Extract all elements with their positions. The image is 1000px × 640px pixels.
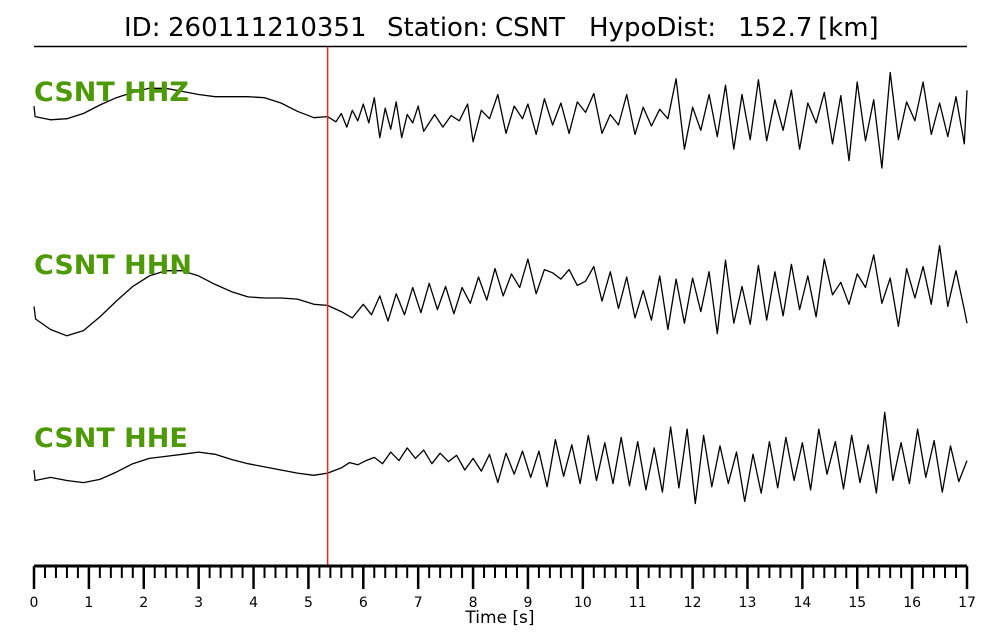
x-tick-label: 0 (30, 595, 39, 611)
x-tick-label: 8 (469, 595, 478, 611)
x-tick-label: 15 (848, 595, 866, 611)
x-tick-label: 7 (414, 595, 423, 611)
x-tick-label: 14 (793, 595, 811, 611)
x-tick-label: 10 (574, 595, 592, 611)
x-tick-label: 3 (194, 595, 203, 611)
waveform-trace-3 (33, 411, 968, 505)
x-tick-label: 5 (304, 595, 313, 611)
x-tick-label: 12 (684, 595, 702, 611)
x-tick-label: 17 (958, 595, 976, 611)
trace-layer (33, 71, 968, 505)
x-tick-label: 11 (629, 595, 647, 611)
title-hypodist-label: HypoDist: (589, 13, 716, 43)
title-hypodist-unit: [km] (818, 13, 879, 43)
channel-label-3: CSNT HHE (34, 423, 188, 454)
title-station-label: Station: (387, 13, 488, 43)
x-tick-label: 16 (903, 595, 921, 611)
title-id-label: ID: (124, 13, 160, 43)
plot-title: ID: 260111210351 Station: CSNT HypoDist:… (124, 13, 879, 43)
x-tick-label: 4 (249, 595, 258, 611)
waveform-trace-1 (33, 71, 968, 169)
waveform-trace-2 (33, 244, 968, 337)
title-id-value: 260111210351 (168, 13, 367, 43)
x-tick-label: 6 (359, 595, 368, 611)
x-tick-label: 9 (523, 595, 532, 611)
title-station-value: CSNT (495, 13, 565, 43)
time-axis: 0 1 2 3 4 5 6 7 8 9 10 11 12 13 14 15 16 17 (30, 564, 976, 611)
x-tick-label: 13 (739, 595, 757, 611)
channel-label-2: CSNT HHN (34, 250, 192, 281)
x-axis-title: Time [s] (464, 608, 534, 628)
channel-label-layer: CSNT HHZ CSNT HHN CSNT HHE (34, 77, 192, 454)
title-hypodist-value: 152.7 (738, 13, 812, 43)
x-tick-label: 1 (84, 595, 93, 611)
channel-label-1: CSNT HHZ (34, 77, 189, 108)
x-tick-label: 2 (139, 595, 148, 611)
